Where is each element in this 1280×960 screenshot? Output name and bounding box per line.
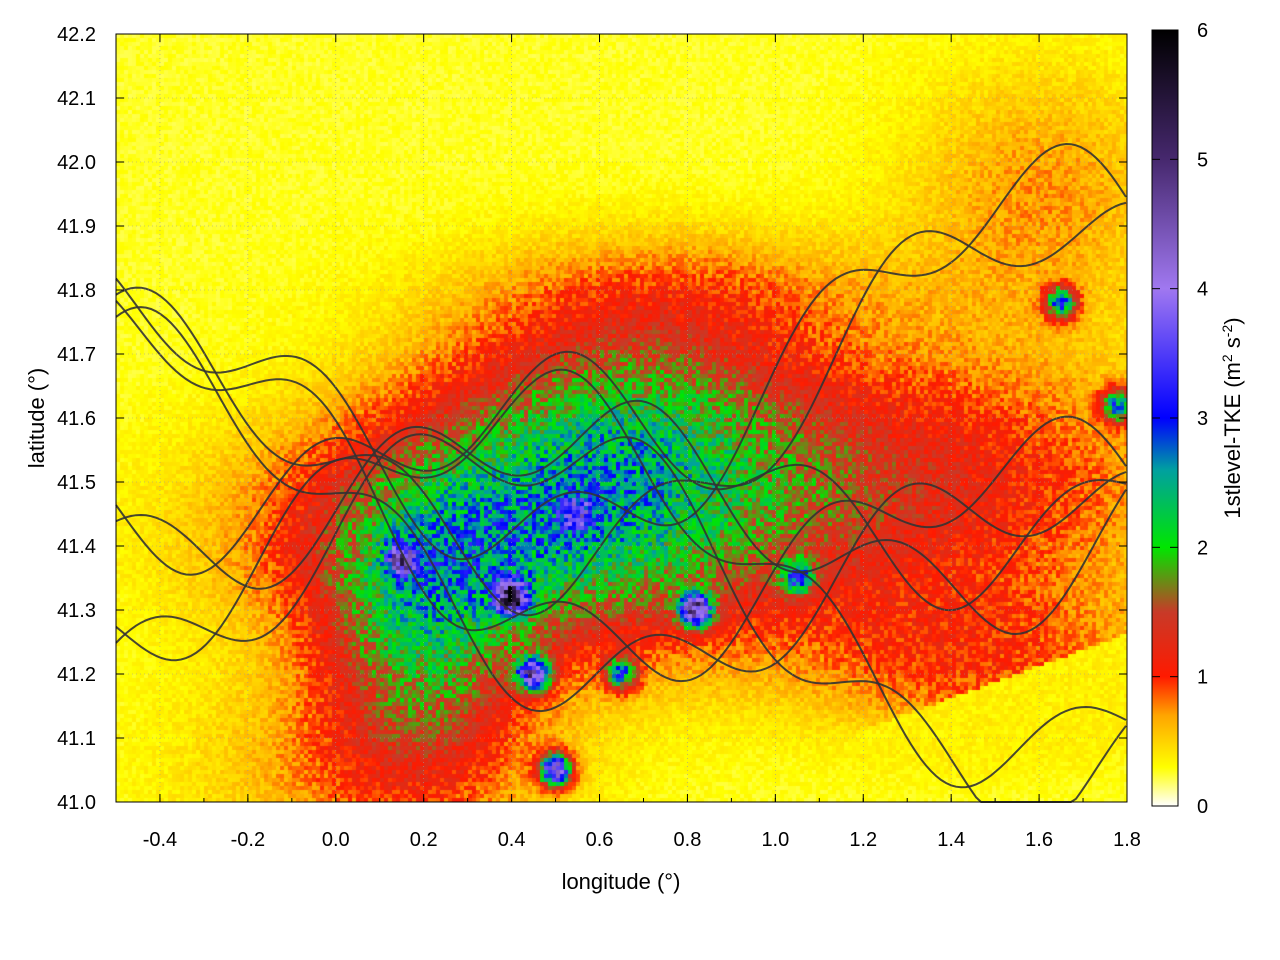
x-tick-label: 0.0 [322, 829, 350, 851]
heatmap-field [116, 34, 1127, 802]
colorbar-tick-label: 5 [1197, 149, 1208, 171]
y-tick-label: 41.0 [57, 792, 96, 814]
colorbar-tick-label: 3 [1197, 408, 1208, 430]
colorbar-tick-label: 1 [1197, 667, 1208, 689]
y-tick-label: 41.1 [57, 728, 96, 750]
y-tick-label: 41.7 [57, 344, 96, 366]
colorbar-ticks: 0 1 2 3 4 5 6 [1152, 20, 1208, 818]
colorbar-tick-label: 6 [1197, 20, 1208, 42]
contour-line [115, 368, 1127, 789]
colorbar-tick-label: 4 [1197, 279, 1208, 301]
y-axis-title: latitude (°) [24, 368, 49, 469]
x-tick-label: 0.2 [410, 829, 438, 851]
plot-area: -0.4 -0.2 0.0 0.2 0.4 0.6 0.8 1.0 1.2 1.4 1.6 1.8 4… [57, 24, 1141, 851]
x-tick-label: 1.2 [849, 829, 877, 851]
contour-line [115, 300, 1127, 683]
y-tick-label: 42.1 [57, 88, 96, 110]
y-axis: 41.0 41.1 41.2 41.3 41.4 41.5 41.6 41.7 41.8 41.9… [57, 24, 1127, 814]
contour-line [115, 399, 1127, 636]
x-tick-label: -0.2 [231, 829, 265, 851]
x-tick-label: 1.0 [761, 829, 789, 851]
colorbar-tick-label: 2 [1197, 537, 1208, 559]
x-tick-label: 0.4 [498, 829, 526, 851]
x-axis-title: longitude (°) [562, 869, 681, 894]
x-axis: -0.4 -0.2 0.0 0.2 0.4 0.6 0.8 1.0 1.2 1.4 1.6 1.8 [115, 34, 1141, 851]
colorbar-tick-label: 0 [1197, 796, 1208, 818]
contour-line [115, 201, 1127, 617]
y-tick-label: 41.2 [57, 664, 96, 686]
contour-line [115, 433, 1127, 803]
x-tick-label: 0.8 [674, 829, 702, 851]
contour-line [115, 306, 1127, 713]
colorbar: 0 1 2 3 4 5 6 [1151, 20, 1208, 818]
y-tick-label: 41.4 [57, 536, 96, 558]
contour-line [115, 142, 1127, 561]
colorbar-title: 1stlevel-TKE (m2 s-2) [1219, 317, 1245, 518]
x-tick-label: 1.6 [1025, 829, 1053, 851]
terrain-contours [115, 142, 1127, 803]
y-tick-label: 41.5 [57, 472, 96, 494]
y-tick-label: 41.9 [57, 216, 96, 238]
x-tick-label: 1.4 [937, 829, 965, 851]
x-tick-label: 0.6 [586, 829, 614, 851]
y-tick-label: 41.6 [57, 408, 96, 430]
y-tick-label: 41.8 [57, 280, 96, 302]
contour-line [115, 350, 1127, 612]
x-tick-label: 1.8 [1113, 829, 1141, 851]
x-tick-label: -0.4 [143, 829, 177, 851]
y-tick-label: 41.3 [57, 600, 96, 622]
y-tick-label: 42.0 [57, 152, 96, 174]
y-tick-label: 42.2 [57, 24, 96, 46]
